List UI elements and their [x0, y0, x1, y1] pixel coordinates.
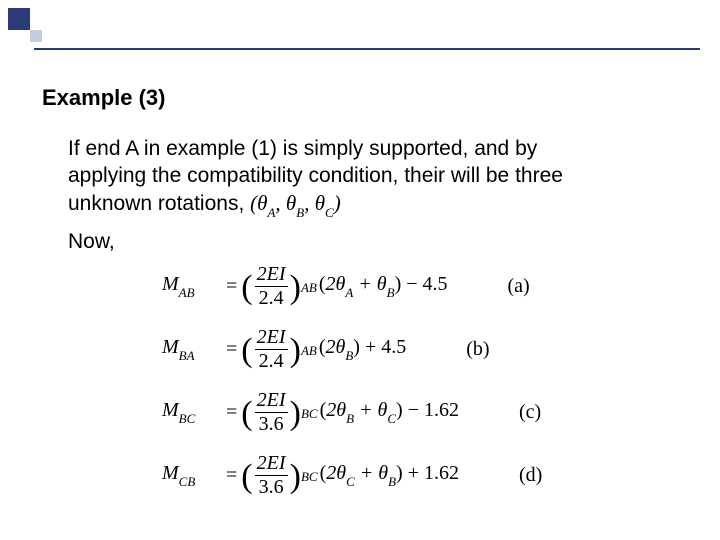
equals-sign: = — [222, 464, 241, 487]
eq-mid: ( 2EI 2.4 )AB — [241, 263, 317, 310]
tail-val: 4.5 — [381, 336, 406, 358]
tail-sign: + — [365, 336, 376, 358]
now-text: Now, — [68, 228, 678, 255]
tail-val: 1.62 — [424, 462, 459, 484]
equation-c: MBC = ( 2EI 3.6 )BC (2θB + θC) − 1.62 (c… — [162, 389, 678, 436]
tail-sign: − — [406, 273, 417, 295]
equation-a: MAB = ( 2EI 2.4 )AB (2θA + θB) − 4.5 (a) — [162, 263, 678, 310]
eq-label: (b) — [466, 338, 489, 361]
fraction: 2EI 3.6 — [255, 452, 288, 499]
eq-mid: ( 2EI 2.4 )AB — [241, 326, 317, 373]
body-line-2: applying the compatibility condition, th… — [68, 164, 563, 187]
eq-label: (d) — [519, 464, 542, 487]
eq-lhs: MBA — [162, 336, 222, 362]
tail-sign: + — [408, 462, 419, 484]
fraction: 2EI 2.4 — [255, 326, 288, 373]
equation-b: MBA = ( 2EI 2.4 )AB (2θB) + 4.5 (b) — [162, 326, 678, 373]
eq-lhs: MBC — [162, 399, 222, 425]
tail-sign: − — [408, 399, 419, 421]
fraction: 2EI 3.6 — [255, 389, 288, 436]
eq-rest: (2θB + θC) − 1.62 — [320, 399, 459, 425]
eq-rest: (2θA + θB) − 4.5 — [319, 273, 448, 299]
tail-val: 4.5 — [423, 273, 448, 295]
eq-label: (c) — [519, 401, 541, 424]
unknown-rotations: (θA, θB, θC) — [250, 191, 341, 215]
equation-list: MAB = ( 2EI 2.4 )AB (2θA + θB) − 4.5 (a)… — [162, 263, 678, 499]
tail-val: 1.62 — [424, 399, 459, 421]
fraction: 2EI 2.4 — [255, 263, 288, 310]
square-large — [8, 8, 30, 30]
eq-label: (a) — [508, 275, 530, 298]
horizontal-rule — [34, 48, 700, 50]
square-small — [30, 30, 42, 42]
eq-mid: ( 2EI 3.6 )BC — [241, 389, 317, 436]
equals-sign: = — [222, 401, 241, 424]
eq-lhs: MAB — [162, 273, 222, 299]
eq-lhs: MCB — [162, 462, 222, 488]
eq-rest: (2θB) + 4.5 — [319, 336, 406, 362]
heading: Example (3) — [42, 85, 678, 111]
equation-d: MCB = ( 2EI 3.6 )BC (2θC + θB) + 1.62 (d… — [162, 452, 678, 499]
eq-mid: ( 2EI 3.6 )BC — [241, 452, 317, 499]
body-line-1: If end A in example (1) is simply suppor… — [68, 137, 537, 160]
body-line-3: unknown rotations, — [68, 192, 244, 215]
eq-rest: (2θC + θB) + 1.62 — [320, 462, 459, 488]
equals-sign: = — [222, 275, 241, 298]
slide-content: Example (3) If end A in example (1) is s… — [42, 85, 678, 515]
equals-sign: = — [222, 338, 241, 361]
body-text: If end A in example (1) is simply suppor… — [68, 135, 678, 220]
